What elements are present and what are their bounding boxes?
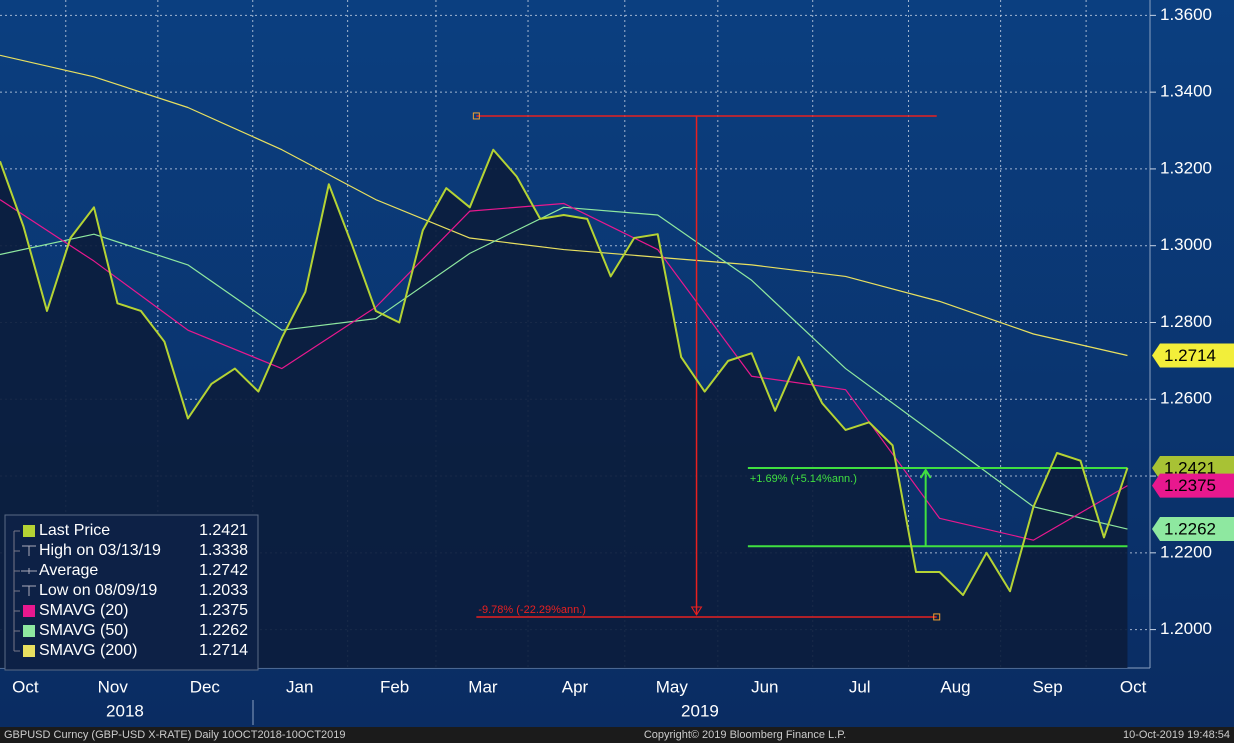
x-tick-label: Jul [849, 677, 871, 696]
value-badge [1152, 517, 1234, 542]
footer-bar [0, 727, 1234, 743]
badge-label: 1.2375 [1164, 476, 1216, 495]
y-tick-label: 1.3600 [1160, 5, 1212, 24]
badge-label: 1.2262 [1164, 520, 1216, 539]
x-tick-label: Oct [12, 677, 39, 696]
x-tick-label: Apr [562, 677, 589, 696]
year-label: 2019 [681, 701, 719, 720]
y-tick-label: 1.2600 [1160, 389, 1212, 408]
legend-value: 1.2033 [199, 582, 248, 599]
legend-swatch [23, 625, 35, 637]
legend-value: 1.3338 [199, 542, 248, 559]
badge-label: 1.2421 [1164, 458, 1216, 477]
legend-label: SMAVG (200) [39, 642, 137, 659]
series-line [0, 54, 1128, 357]
value-badge [1152, 473, 1234, 498]
legend-value: 1.2421 [199, 522, 248, 539]
x-tick-label: Jan [286, 677, 313, 696]
arrow-head [690, 606, 703, 616]
x-tick-label: Nov [98, 677, 129, 696]
legend-value: 1.2262 [199, 622, 248, 639]
x-tick-label: May [656, 677, 689, 696]
x-tick-label: Mar [468, 677, 498, 696]
legend-swatch [23, 645, 35, 657]
y-tick-label: 1.3000 [1160, 235, 1212, 254]
series-line [0, 199, 1128, 541]
x-tick-label: Oct [1120, 677, 1147, 696]
legend-glyph [22, 585, 36, 596]
y-tick-label: 1.3200 [1160, 158, 1212, 177]
y-tick-label: 1.2200 [1160, 542, 1212, 561]
legend-swatch [23, 525, 35, 537]
badge-label: 1.2714 [1164, 346, 1216, 365]
legend-value: 1.2714 [199, 642, 248, 659]
drawdown-label: -9.78% (-22.29%ann.) [478, 604, 586, 616]
year-label: 2018 [106, 701, 144, 720]
value-badge [1152, 343, 1234, 368]
legend-label: Average [39, 562, 98, 579]
x-tick-label: Aug [940, 677, 970, 696]
legend-value: 1.2742 [199, 562, 248, 579]
rebound-label: +1.69% (+5.14%ann.) [750, 473, 857, 485]
y-tick-label: 1.2000 [1160, 619, 1212, 638]
low-marker [933, 613, 941, 621]
x-tick-label: Dec [190, 677, 221, 696]
x-tick-label: Jun [751, 677, 778, 696]
legend-box [4, 514, 259, 671]
legend-value: 1.2375 [199, 602, 248, 619]
series-line [0, 148, 1129, 597]
legend-label: SMAVG (20) [39, 602, 129, 619]
price-area [0, 149, 1128, 669]
legend-swatch [23, 605, 35, 617]
y-tick-label: 1.3400 [1160, 82, 1212, 101]
legend-glyph [22, 545, 36, 556]
arrow-head [919, 468, 932, 479]
legend-label: SMAVG (50) [39, 622, 129, 639]
footer-right: 10-Oct-2019 19:48:54 [1123, 729, 1230, 741]
footer-center: Copyright© 2019 Bloomberg Finance L.P. [644, 729, 846, 741]
legend-label: Low on 08/09/19 [39, 582, 157, 599]
legend-label: Last Price [39, 522, 110, 539]
legend-glyph [21, 568, 37, 574]
footer-left: GBPUSD Curncy (GBP-USD X-RATE) Daily 10O… [4, 729, 346, 741]
y-tick-label: 1.2800 [1160, 312, 1212, 331]
high-marker [472, 112, 480, 120]
x-tick-label: Sep [1032, 677, 1062, 696]
x-tick-label: Feb [380, 677, 409, 696]
series-line [0, 206, 1128, 530]
legend-label: High on 03/13/19 [39, 542, 161, 559]
